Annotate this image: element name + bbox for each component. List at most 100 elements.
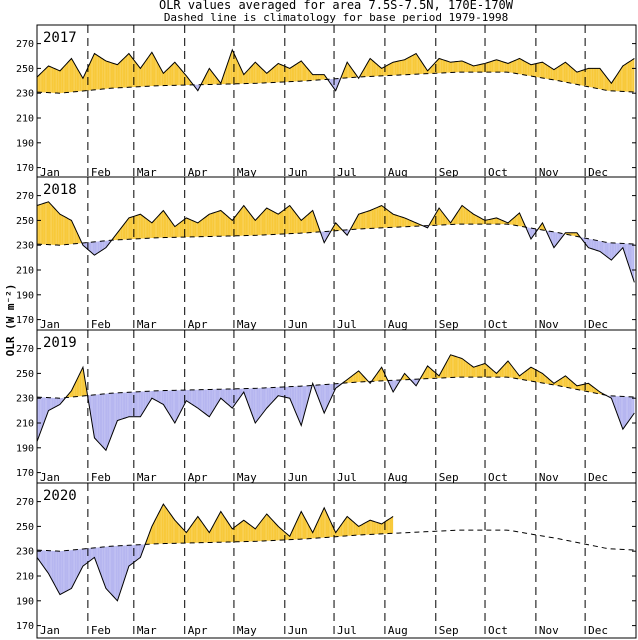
anomaly-above — [389, 63, 392, 76]
anomaly-above — [142, 63, 144, 87]
anomaly-above — [442, 212, 444, 225]
anomaly-above — [471, 65, 474, 73]
anomaly-above — [603, 72, 605, 91]
anomaly-below — [560, 233, 563, 240]
anomaly-above — [501, 61, 504, 73]
anomaly-above — [453, 355, 456, 378]
anomaly-above — [69, 219, 72, 245]
anomaly-above — [304, 216, 307, 233]
anomaly-above — [391, 516, 394, 534]
anomaly-below — [319, 384, 321, 405]
anomaly-above — [238, 63, 241, 84]
anomaly-above — [120, 226, 123, 240]
anomaly-above — [378, 522, 380, 535]
anomaly-above — [251, 526, 254, 542]
anomaly-above — [71, 387, 74, 398]
anomaly-below — [101, 547, 103, 580]
anomaly-above — [243, 520, 246, 542]
anomaly-above — [378, 65, 380, 77]
month-label-apr: Apr — [188, 471, 208, 484]
anomaly-below — [194, 389, 197, 408]
anomaly-above — [245, 207, 248, 236]
anomaly-above — [358, 213, 361, 229]
anomaly-above — [348, 517, 351, 536]
anomaly-above — [406, 57, 408, 75]
anomaly-below — [119, 545, 121, 596]
anomaly-above — [614, 75, 617, 92]
anomaly-above — [481, 364, 484, 378]
anomaly-below — [112, 393, 115, 434]
year-label: 2019 — [43, 335, 77, 351]
anomaly-above — [507, 361, 510, 378]
anomaly-below — [114, 392, 116, 430]
anomaly-above — [473, 65, 476, 73]
anomaly-above — [253, 62, 256, 84]
anomaly-above — [421, 60, 423, 74]
month-label-may: May — [237, 471, 257, 484]
anomaly-above — [491, 60, 494, 73]
anomaly-above — [150, 221, 152, 239]
anomaly-above — [529, 367, 531, 382]
anomaly-below — [160, 390, 162, 404]
anomaly-above — [146, 219, 149, 239]
anomaly-above — [153, 520, 156, 544]
anomaly-above — [476, 64, 479, 73]
anomaly-above — [604, 74, 607, 91]
anomaly-above — [135, 62, 138, 87]
anomaly-above — [460, 205, 463, 225]
anomaly-above — [206, 527, 208, 543]
anomaly-above — [215, 517, 218, 543]
anomaly-below — [55, 550, 57, 589]
anomaly-above — [586, 68, 589, 87]
anomaly-above — [394, 214, 397, 228]
anomaly-above — [565, 375, 568, 388]
anomaly-below — [210, 389, 213, 415]
anomaly-above — [301, 60, 303, 82]
anomaly-above — [475, 215, 477, 225]
anomaly-above — [207, 214, 210, 237]
anomaly-above — [179, 221, 182, 238]
anomaly-above — [558, 65, 561, 82]
anomaly-above — [115, 64, 118, 88]
anomaly-below — [256, 388, 259, 421]
anomaly-below — [288, 386, 290, 399]
anomaly-above — [486, 364, 489, 378]
anomaly-above — [163, 210, 166, 238]
anomaly-above — [304, 517, 307, 539]
anomaly-below — [104, 546, 106, 589]
anomaly-above — [581, 384, 584, 391]
anomaly-above — [307, 68, 310, 81]
anomaly-above — [212, 212, 215, 237]
anomaly-above — [455, 212, 458, 225]
year-label: 2017 — [43, 30, 77, 46]
anomaly-below — [248, 388, 251, 410]
anomaly-above — [288, 67, 290, 82]
y-tick-label: 250 — [16, 522, 34, 533]
anomaly-below — [613, 395, 615, 408]
anomaly-above — [591, 385, 594, 393]
anomaly-above — [443, 214, 446, 225]
anomaly-above — [140, 66, 143, 87]
anomaly-above — [560, 64, 563, 82]
anomaly-above — [457, 210, 459, 225]
anomaly-above — [317, 518, 320, 539]
anomaly-above — [207, 530, 210, 543]
anomaly-above — [475, 65, 477, 73]
anomaly-above — [521, 216, 523, 227]
anomaly-above — [224, 516, 226, 543]
anomaly-above — [437, 208, 440, 226]
anomaly-above — [299, 218, 302, 234]
anomaly-above — [557, 380, 559, 386]
anomaly-above — [452, 217, 454, 225]
anomaly-above — [443, 363, 446, 378]
month-label-jun: Jun — [288, 318, 308, 331]
anomaly-above — [238, 522, 241, 542]
anomaly-above — [138, 66, 141, 87]
anomaly-below — [622, 396, 625, 430]
anomaly-above — [473, 214, 476, 225]
anomaly-below — [135, 544, 138, 562]
anomaly-above — [596, 68, 599, 89]
anomaly-above — [622, 64, 625, 92]
anomaly-above — [187, 218, 190, 237]
anomaly-above — [78, 373, 80, 397]
